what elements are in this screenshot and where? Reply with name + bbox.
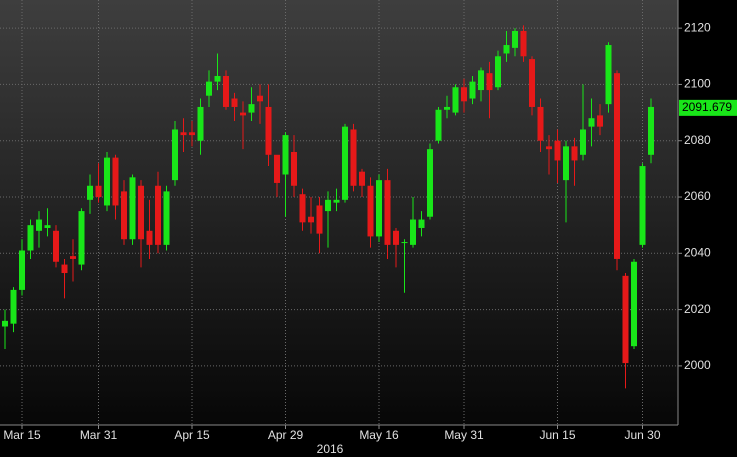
candle-body <box>393 230 399 245</box>
candle-body <box>87 185 93 200</box>
candle-body <box>350 129 357 186</box>
candle-body <box>418 219 425 228</box>
y-tick-label: 2020 <box>684 302 711 316</box>
candle-body <box>27 225 34 251</box>
candle-body <box>452 87 459 113</box>
candle-body <box>172 129 178 181</box>
x-tick-label: Apr 15 <box>174 428 210 442</box>
candle-body <box>495 56 501 88</box>
candle-body <box>605 45 612 105</box>
candle-body <box>138 185 144 240</box>
candle-body <box>274 154 280 183</box>
candle-body <box>486 73 493 91</box>
y-tick-label: 2040 <box>684 245 711 259</box>
candle-body <box>520 30 527 57</box>
candle-body <box>265 106 272 155</box>
candle-body <box>104 157 110 206</box>
candle-body <box>257 95 263 102</box>
x-tick-label: Mar 31 <box>80 428 118 442</box>
x-tick-label: May 31 <box>444 428 484 442</box>
candle-body <box>639 166 646 245</box>
candle-body <box>444 106 450 110</box>
candle-body <box>19 250 25 290</box>
candle-body <box>197 106 204 141</box>
y-tick-label: 2000 <box>684 358 711 372</box>
candle-body <box>112 157 119 206</box>
x-tick-label: Mar 15 <box>3 428 41 442</box>
candle-body <box>384 180 391 245</box>
last-value-label: 2091.679 <box>682 100 732 114</box>
candle-body <box>78 211 85 265</box>
y-tick-label: 2060 <box>684 189 711 203</box>
candle-body <box>537 106 544 141</box>
candle-body <box>461 87 467 102</box>
candle-body <box>367 185 374 237</box>
candle-body <box>469 81 476 99</box>
candle-body <box>53 230 59 262</box>
candle-body <box>180 132 187 136</box>
x-tick-label: Jun 15 <box>539 428 575 442</box>
candle-body <box>503 45 510 54</box>
candle-body <box>146 230 153 245</box>
candle-body <box>342 126 348 200</box>
candle-body <box>231 98 238 107</box>
candle-body <box>206 81 212 96</box>
candle-body <box>325 199 331 212</box>
candle-body <box>580 129 586 155</box>
candle-body <box>163 191 170 245</box>
candle-body <box>282 135 289 175</box>
candle-body <box>435 109 442 141</box>
candle-body <box>10 289 17 324</box>
candle-body <box>189 132 195 136</box>
candle-body <box>291 151 297 186</box>
candle-body <box>546 146 552 150</box>
x-tick-label: May 16 <box>359 428 399 442</box>
candle-body <box>333 199 340 203</box>
candle-body <box>2 320 8 327</box>
candle-body <box>316 205 323 234</box>
candle-body <box>44 225 51 228</box>
candle-body <box>512 30 518 48</box>
plot-area <box>0 0 678 425</box>
y-tick-label: 2080 <box>684 133 711 147</box>
candle-body <box>588 118 595 127</box>
candle-body <box>401 242 408 244</box>
candle-body <box>36 219 42 231</box>
candle-body <box>248 104 255 113</box>
candle-body <box>240 112 246 116</box>
candle-body <box>95 185 102 198</box>
last-value-box <box>679 99 737 116</box>
candle-body <box>563 146 569 181</box>
candle-body <box>121 191 127 240</box>
candle-body <box>597 115 603 127</box>
candle-body <box>214 75 221 82</box>
candle-body <box>554 140 561 161</box>
candle-body <box>614 73 620 259</box>
candle-body <box>223 75 229 107</box>
y-tick-label: 2120 <box>684 20 711 34</box>
y-tick-label: 2100 <box>684 77 711 91</box>
candle-body <box>631 261 637 347</box>
candle-body <box>529 59 535 107</box>
candle-body <box>70 256 76 259</box>
candle-body <box>571 146 578 161</box>
candle-body <box>129 177 136 240</box>
candle-body <box>478 70 484 91</box>
candle-body <box>308 216 314 223</box>
candle-body <box>376 180 382 237</box>
x-axis-label: 2016 <box>317 442 344 456</box>
candle-body <box>410 219 416 245</box>
x-tick-label: Apr 29 <box>268 428 304 442</box>
candle-body <box>427 149 433 217</box>
candle-body <box>622 275 629 364</box>
candle-body <box>299 194 306 223</box>
candle-body <box>155 185 161 245</box>
candle-body <box>61 264 68 274</box>
x-tick-label: Jun 30 <box>624 428 660 442</box>
candle-body <box>359 171 365 186</box>
candle-body <box>648 106 654 155</box>
